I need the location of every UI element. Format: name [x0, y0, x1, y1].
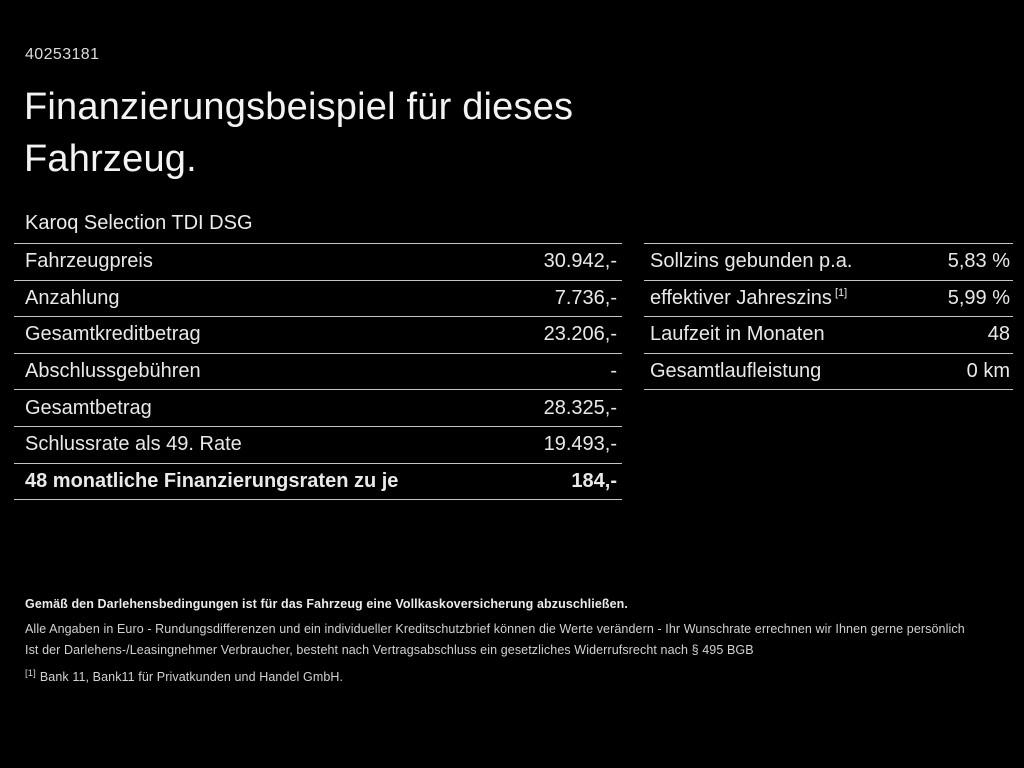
row-label-wrap: Schlussrate als 49. Rate	[25, 433, 544, 456]
row-value: 19.493,-	[543, 433, 617, 456]
table-row: Gesamtlaufleistung 0 km	[644, 354, 1013, 391]
table-row: Anzahlung 7.736,-	[14, 281, 622, 318]
row-value: 48	[987, 323, 1010, 346]
row-value: 7.736,-	[554, 286, 617, 309]
row-label-wrap: Gesamtlaufleistung	[650, 360, 967, 383]
row-label-wrap: Abschlussgebühren	[25, 360, 610, 383]
page-title-line2: Fahrzeug.	[24, 138, 197, 180]
footer-disclaimer-2: Ist der Darlehens-/Leasingnehmer Verbrau…	[25, 643, 754, 657]
table-row: Gesamtkreditbetrag 23.206,-	[14, 317, 622, 354]
table-row: Schlussrate als 49. Rate 19.493,-	[14, 427, 622, 464]
row-label: Fahrzeugpreis	[25, 250, 153, 273]
vehicle-id: 40253181	[25, 46, 100, 63]
row-value: 184,-	[571, 469, 617, 492]
table-row: Sollzins gebunden p.a. 5,83 %	[644, 244, 1013, 281]
vehicle-model: Karoq Selection TDI DSG	[25, 212, 253, 234]
row-value: 28.325,-	[543, 396, 617, 419]
row-value: 5,83 %	[947, 250, 1010, 273]
row-label: Abschlussgebühren	[25, 360, 201, 383]
row-label-wrap: Laufzeit in Monaten	[650, 323, 988, 346]
footnote-marker: [1]	[25, 668, 36, 679]
row-label: Anzahlung	[25, 286, 120, 309]
footer-disclaimer-1: Alle Angaben in Euro - Rundungsdifferenz…	[25, 622, 965, 636]
row-label: Gesamtbetrag	[25, 396, 152, 419]
row-label-wrap: Sollzins gebunden p.a.	[650, 250, 948, 273]
page-title: Finanzierungsbeispiel für dieses Fahrzeug…	[24, 81, 573, 185]
footer-insurance-note: Gemäß den Darlehensbedingungen ist für d…	[25, 597, 628, 611]
row-label: Gesamtlaufleistung	[650, 360, 822, 383]
table-row: 48 monatliche Finanzierungsraten zu je 18…	[14, 464, 622, 501]
footer-footnote: [1] Bank 11, Bank11 für Privatkunden und …	[25, 668, 343, 684]
table-row: Fahrzeugpreis 30.942,-	[14, 244, 622, 281]
row-value: -	[610, 360, 617, 383]
row-value: 23.206,-	[543, 323, 617, 346]
table-row: Abschlussgebühren -	[14, 354, 622, 391]
row-label: effektiver Jahreszins	[650, 286, 832, 309]
row-label: 48 monatliche Finanzierungsraten zu je	[25, 469, 399, 492]
financing-table-left: Fahrzeugpreis 30.942,- Anzahlung 7.736,- Ges…	[14, 243, 622, 501]
table-row: effektiver Jahreszins [1] 5,99 %	[644, 281, 1013, 318]
row-label: Laufzeit in Monaten	[650, 323, 825, 346]
table-row: Gesamtbetrag 28.325,-	[14, 390, 622, 427]
row-label-wrap: Anzahlung	[25, 287, 555, 310]
row-label-wrap: Gesamtbetrag	[25, 397, 544, 420]
financing-conditions-table-right: Sollzins gebunden p.a. 5,83 % effektiver J…	[644, 243, 1013, 391]
row-label: Schlussrate als 49. Rate	[25, 433, 242, 456]
row-label-wrap: effektiver Jahreszins [1]	[650, 287, 948, 310]
row-value: 0 km	[966, 360, 1010, 383]
row-label-wrap: Gesamtkreditbetrag	[25, 323, 544, 346]
row-value: 30.942,-	[543, 250, 617, 273]
row-label-wrap: Fahrzeugpreis	[25, 250, 544, 273]
row-label: Sollzins gebunden p.a.	[650, 250, 853, 273]
row-value: 5,99 %	[947, 286, 1010, 309]
footnote-ref-icon: [1]	[834, 287, 848, 300]
table-row: Laufzeit in Monaten 48	[644, 317, 1013, 354]
row-label-wrap: 48 monatliche Finanzierungsraten zu je	[25, 470, 571, 493]
footnote-text: Bank 11, Bank11 für Privatkunden und Han…	[39, 670, 344, 685]
row-label: Gesamtkreditbetrag	[25, 323, 201, 346]
page-title-line1: Finanzierungsbeispiel für dieses	[24, 86, 574, 128]
